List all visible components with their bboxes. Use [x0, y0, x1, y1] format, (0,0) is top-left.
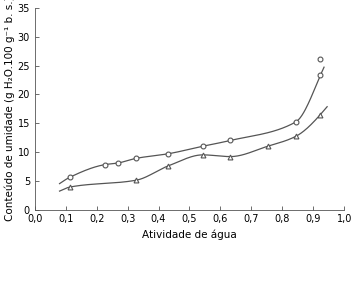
Y-axis label: Conteúdo de umidade (g H₂O.100 g⁻¹ b. s.): Conteúdo de umidade (g H₂O.100 g⁻¹ b. s.… — [4, 0, 15, 221]
X-axis label: Atividade de água: Atividade de água — [142, 230, 237, 240]
